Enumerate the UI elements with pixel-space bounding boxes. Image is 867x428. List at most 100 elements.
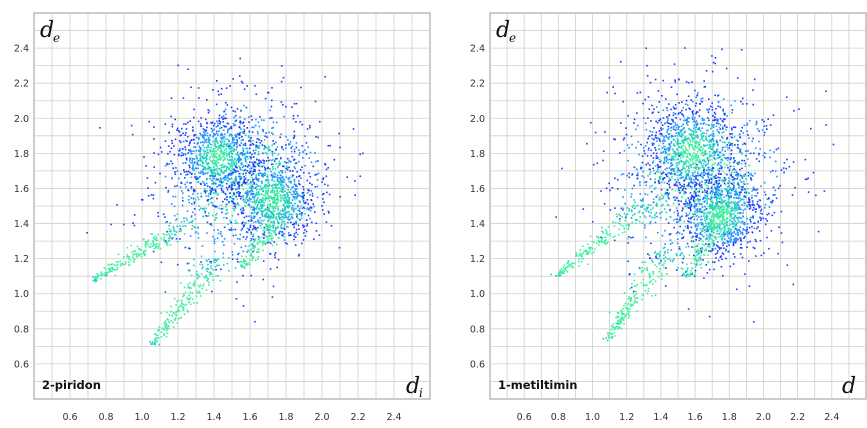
- fingerprint-point: [198, 87, 200, 89]
- fingerprint-point: [645, 145, 647, 147]
- fingerprint-point: [689, 176, 691, 178]
- fingerprint-point: [701, 138, 703, 140]
- fingerprint-point: [201, 165, 203, 167]
- fingerprint-point: [722, 132, 724, 134]
- fingerprint-point: [668, 136, 670, 138]
- fingerprint-point: [683, 186, 685, 188]
- fingerprint-point: [304, 229, 306, 231]
- fingerprint-point: [167, 245, 169, 247]
- fingerprint-point: [195, 168, 197, 170]
- fingerprint-point: [245, 143, 247, 145]
- fingerprint-point: [233, 208, 235, 210]
- fingerprint-point: [206, 232, 208, 234]
- fingerprint-point: [688, 214, 690, 216]
- fingerprint-point: [228, 186, 230, 188]
- fingerprint-point: [298, 225, 300, 227]
- fingerprint-point: [689, 155, 691, 157]
- fingerprint-point: [262, 129, 264, 131]
- fingerprint-point: [185, 149, 187, 151]
- fingerprint-point: [235, 179, 237, 181]
- fingerprint-point: [692, 117, 694, 119]
- fingerprint-point: [693, 162, 695, 164]
- fingerprint-point: [695, 166, 697, 168]
- fingerprint-point: [670, 109, 672, 111]
- fingerprint-point: [695, 270, 697, 272]
- fingerprint-point: [192, 166, 194, 168]
- fingerprint-point: [250, 275, 252, 277]
- fingerprint-point: [646, 65, 648, 67]
- fingerprint-point: [255, 238, 257, 240]
- fingerprint-point: [223, 182, 225, 184]
- fingerprint-point: [300, 205, 302, 207]
- fingerprint-point: [300, 87, 302, 89]
- fingerprint-point: [221, 167, 223, 169]
- fingerprint-point: [687, 104, 689, 106]
- fingerprint-point: [264, 202, 266, 204]
- fingerprint-point: [208, 112, 210, 114]
- fingerprint-point: [745, 155, 747, 157]
- fingerprint-point: [239, 167, 241, 169]
- fingerprint-point: [731, 143, 733, 145]
- fingerprint-point: [265, 185, 267, 187]
- fingerprint-point: [254, 198, 256, 200]
- fingerprint-point: [692, 141, 694, 143]
- fingerprint-point: [138, 248, 140, 250]
- fingerprint-point: [692, 118, 694, 120]
- fingerprint-point: [246, 107, 248, 109]
- fingerprint-point: [231, 227, 233, 229]
- fingerprint-point: [217, 237, 219, 239]
- fingerprint-point: [650, 178, 652, 180]
- fingerprint-point: [653, 170, 655, 172]
- fingerprint-point: [728, 177, 730, 179]
- fingerprint-point: [245, 165, 247, 167]
- fingerprint-point: [713, 124, 715, 126]
- fingerprint-point: [739, 133, 741, 135]
- fingerprint-point: [187, 210, 189, 212]
- fingerprint-point: [268, 241, 270, 243]
- fingerprint-point: [709, 140, 711, 142]
- fingerprint-point: [253, 222, 255, 224]
- fingerprint-point: [226, 166, 228, 168]
- fingerprint-point: [264, 146, 266, 148]
- fingerprint-point: [189, 141, 191, 143]
- fingerprint-point: [689, 133, 691, 135]
- fingerprint-point: [278, 214, 280, 216]
- fingerprint-point: [692, 213, 694, 215]
- fingerprint-point: [696, 158, 698, 160]
- fingerprint-point: [210, 190, 212, 192]
- fingerprint-point: [194, 281, 196, 283]
- fingerprint-point: [225, 126, 227, 128]
- fingerprint-point: [288, 192, 290, 194]
- fingerprint-point: [198, 172, 200, 174]
- fingerprint-point: [263, 230, 265, 232]
- fingerprint-point: [172, 315, 174, 317]
- fingerprint-point: [243, 125, 245, 127]
- fingerprint-point: [310, 199, 312, 201]
- fingerprint-point: [251, 249, 253, 251]
- fingerprint-point: [676, 148, 678, 150]
- fingerprint-point: [267, 179, 269, 181]
- fingerprint-point: [145, 242, 147, 244]
- fingerprint-point: [158, 246, 160, 248]
- fingerprint-point: [275, 202, 277, 204]
- fingerprint-point: [250, 141, 252, 143]
- fingerprint-point: [689, 230, 691, 232]
- fingerprint-point: [251, 252, 253, 254]
- fingerprint-point: [196, 158, 198, 160]
- fingerprint-point: [258, 239, 260, 241]
- fingerprint-point: [210, 160, 212, 162]
- fingerprint-point: [733, 166, 735, 168]
- fingerprint-point: [649, 186, 651, 188]
- fingerprint-point: [685, 162, 687, 164]
- fingerprint-point: [292, 214, 294, 216]
- fingerprint-point: [230, 221, 232, 223]
- fingerprint-point: [647, 138, 649, 140]
- fingerprint-point: [297, 218, 299, 220]
- fingerprint-point: [143, 251, 145, 253]
- fingerprint-point: [678, 167, 680, 169]
- fingerprint-point: [279, 222, 281, 224]
- fingerprint-point: [98, 275, 100, 277]
- fingerprint-point: [169, 314, 171, 316]
- fingerprint-point: [760, 213, 762, 215]
- fingerprint-point: [660, 127, 662, 129]
